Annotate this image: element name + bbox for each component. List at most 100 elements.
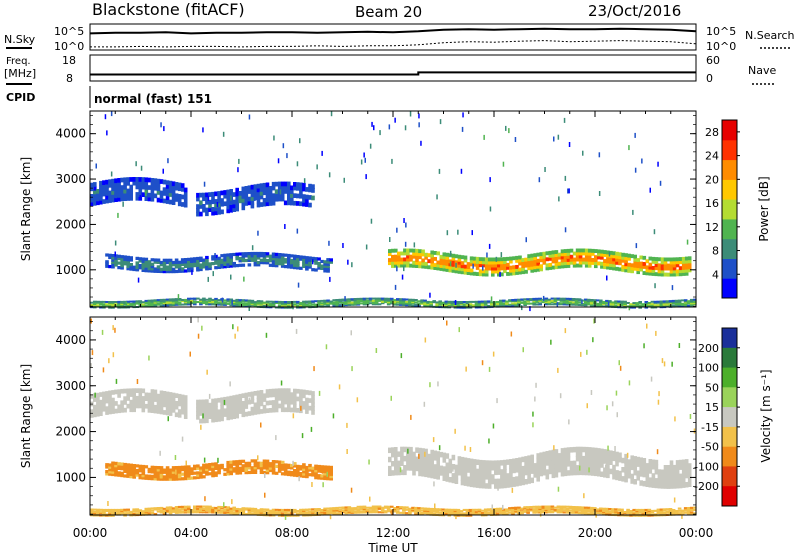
power-band-3-cell: [566, 248, 571, 253]
power-band-4-cell: [93, 303, 97, 305]
power-band-3-cell: [454, 254, 459, 259]
power-band-2-cell: [244, 258, 249, 263]
power-band-4-cell: [259, 303, 264, 306]
power-band-2-cell: [283, 253, 288, 257]
power-band-0-cell: [177, 197, 182, 203]
velocity-band-3-cell: [530, 477, 534, 484]
power-band-4-cell: [187, 300, 191, 302]
power-scatter-point: [564, 175, 567, 181]
velocity-band-4-cell: [374, 506, 379, 509]
velocity-band-2-cell: [159, 477, 164, 481]
velocity-band-3-cell: [524, 469, 528, 476]
velocity-band-4-cell: [338, 510, 343, 513]
velocity-scatter-point: [498, 482, 501, 488]
power-band-4-cell: [399, 301, 403, 304]
power-band-2-cell: [235, 264, 239, 268]
velocity-band-4-cell: [150, 512, 155, 515]
power-band-3-cell: [509, 265, 513, 270]
velocity-scatter-point: [626, 452, 629, 458]
power-band-2-cell: [271, 263, 276, 268]
power-band-2-cell: [290, 254, 294, 258]
velocity-band-4-cell: [250, 510, 255, 513]
power-band-4-cell: [674, 302, 679, 304]
power-band-2-cell: [253, 260, 258, 265]
velocity-band-3-cell: [642, 480, 647, 487]
velocity-band-2-cell: [120, 464, 124, 468]
velocity-band-4-cell: [386, 506, 391, 509]
velocity-band-2-cell: [187, 465, 191, 469]
velocity-band-4-cell: [362, 507, 367, 510]
velocity-band-3-cell: [442, 475, 447, 481]
velocity-band-4-cell: [347, 508, 352, 511]
velocity-band-3-cell: [651, 459, 656, 465]
power-scatter-point: [222, 131, 225, 137]
velocity-band-3-cell: [427, 467, 431, 474]
velocity-band-2-cell: [277, 469, 282, 473]
power-band-3-cell: [521, 264, 525, 269]
velocity-band-4-cell: [441, 510, 446, 513]
power-band-3-cell: [563, 258, 568, 263]
power-band-4-cell: [196, 301, 200, 303]
velocity-band-3-cell: [675, 473, 680, 480]
velocity-band-1-cell: [280, 407, 285, 413]
velocity-band-4-cell: [662, 511, 667, 514]
power-band-2-cell: [168, 260, 173, 265]
velocity-band-0-cell: [144, 396, 149, 401]
power-band-3-cell: [551, 250, 556, 255]
velocity-band-3-cell: [563, 447, 568, 454]
velocity-band-4-cell: [432, 510, 436, 513]
velocity-band-4-cell: [626, 514, 630, 517]
power-band-3-cell: [584, 260, 589, 265]
velocity-band-1-cell: [214, 413, 218, 419]
velocity-band-3-cell: [457, 460, 462, 467]
power-band-4-cell: [326, 300, 330, 303]
velocity-band-1-cell: [299, 396, 303, 402]
velocity-band-4-cell: [129, 513, 133, 516]
power-band-1-cell: [287, 181, 291, 187]
power-scatter-point: [483, 134, 485, 140]
power-band-4-cell: [356, 297, 361, 300]
power-band-4-cell: [135, 302, 140, 305]
power-band-0-cell: [174, 193, 179, 199]
power-band-4-cell: [483, 302, 488, 305]
velocity-band-3-cell: [678, 473, 683, 480]
power-band-2-cell: [226, 255, 230, 259]
power-band-4-cell: [511, 299, 515, 301]
velocity-band-3-cell: [518, 466, 522, 472]
velocity-band-4-cell: [411, 507, 415, 510]
power-band-0-cell: [132, 180, 136, 186]
power-band-4-cell: [305, 305, 309, 308]
power-band-4-cell: [156, 303, 161, 306]
velocity-band-4-cell: [641, 512, 646, 515]
power-band-4-cell: [362, 300, 367, 302]
power-band-0-cell: [171, 196, 176, 202]
velocity-band-1-cell: [280, 392, 285, 397]
power-band-4-cell: [211, 301, 215, 304]
power-band-3-cell: [491, 269, 495, 274]
velocity-band-1-cell: [308, 398, 312, 403]
power-band-4-cell: [553, 299, 558, 302]
power-band-3-cell: [445, 258, 450, 263]
power-scatter-point: [521, 305, 523, 311]
velocity-band-1-cell: [271, 403, 276, 409]
velocity-band-2-cell: [277, 467, 282, 471]
velocity-band-0-cell: [111, 390, 115, 395]
power-band-3-cell: [663, 272, 668, 277]
velocity-band-3-cell: [433, 455, 437, 461]
velocity-band-3-cell: [681, 477, 686, 484]
power-band-4-cell: [108, 301, 112, 303]
velocity-band-4-cell: [532, 509, 536, 512]
velocity-band-0-cell: [150, 396, 155, 402]
velocity-band-0-cell: [132, 392, 136, 397]
power-band-4-cell: [556, 302, 561, 305]
velocity-band-4-cell: [447, 509, 452, 512]
velocity-band-4-cell: [568, 511, 573, 514]
velocity-band-4-cell: [450, 509, 455, 512]
velocity-band-0-cell: [162, 402, 167, 408]
velocity-band-4-cell: [114, 508, 118, 511]
velocity-band-4-cell: [632, 508, 636, 511]
velocity-band-1-cell: [241, 408, 246, 414]
power-band-3-cell: [421, 264, 425, 269]
power-band-2-cell: [238, 256, 243, 261]
velocity-scatter-point: [203, 457, 206, 463]
